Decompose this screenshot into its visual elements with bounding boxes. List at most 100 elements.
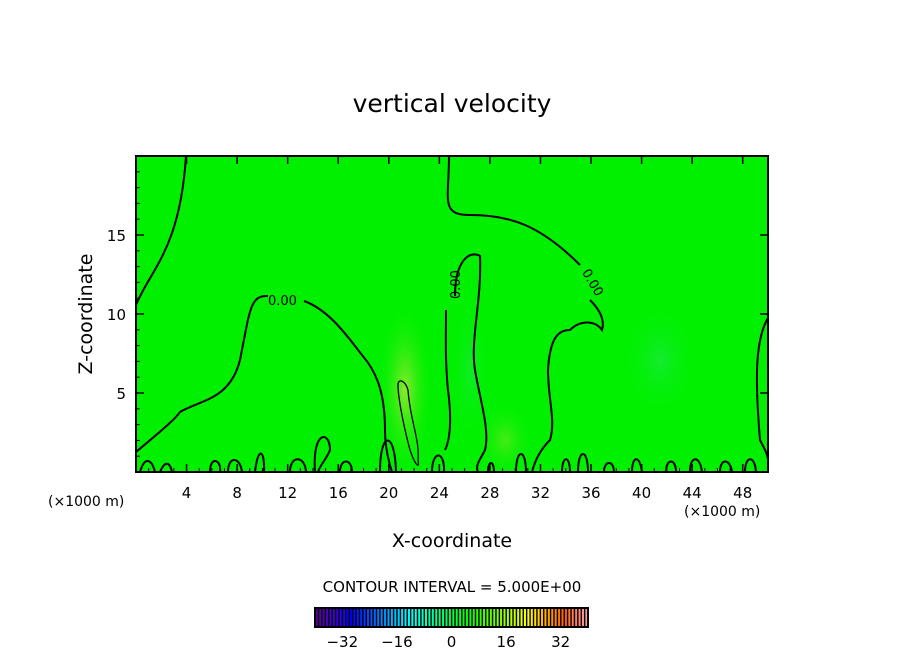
colorbar-stripe	[483, 609, 486, 626]
x-tick-label: 12	[278, 484, 297, 502]
colorbar-stripe	[442, 609, 445, 626]
contour-label: 0.00	[268, 294, 297, 309]
colorbar-stripe	[329, 609, 332, 626]
colorbar-stripe	[404, 609, 407, 626]
colorbar-stripe	[534, 609, 537, 626]
colorbar-stripe	[349, 609, 352, 626]
colorbar-tick-label: 32	[551, 633, 570, 651]
x-axis: 4 8 12 16 20 24 28 32 36 40 44 48	[148, 156, 756, 502]
x-tick-label: 36	[581, 484, 600, 502]
colorbar-stripe	[431, 609, 434, 626]
contour-line	[446, 156, 604, 472]
plot-field: 0.00 0.00 0.00	[136, 156, 768, 472]
contour-line	[136, 294, 393, 472]
colorbar-stripe	[315, 609, 318, 626]
contour-line	[755, 317, 768, 461]
colorbar-stripe	[418, 609, 421, 626]
colorbar-stripe	[319, 609, 322, 626]
colorbar-stripe	[332, 609, 335, 626]
contour-line	[139, 436, 757, 472]
colorbar-stripe	[343, 609, 346, 626]
colorbar-stripe	[326, 609, 329, 626]
colorbar-stripe	[363, 609, 366, 626]
colorbar-stripe	[469, 609, 472, 626]
colorbar-stripe	[366, 609, 369, 626]
x-tick-label: 4	[182, 484, 192, 502]
colorbar-stripe	[530, 609, 533, 626]
colorbar-stripe	[435, 609, 438, 626]
colorbar-stripe	[394, 609, 397, 626]
chart-title: vertical velocity	[353, 89, 552, 118]
y-tick-label: 10	[107, 306, 126, 324]
x-tick-label: 44	[683, 484, 702, 502]
colorbar-stripe	[472, 609, 475, 626]
colorbar-stripe	[513, 609, 516, 626]
colorbar-ticks: −32 −16 0 16 32	[326, 633, 570, 651]
colorbar-stripe	[575, 609, 578, 626]
colorbar-stripe	[452, 609, 455, 626]
colorbar-stripe	[578, 609, 581, 626]
colorbar-stripe	[438, 609, 441, 626]
negative-region	[620, 300, 700, 420]
x-tick-label: 16	[329, 484, 348, 502]
colorbar-stripe	[401, 609, 404, 626]
colorbar-stripe	[411, 609, 414, 626]
colorbar-stripe	[506, 609, 509, 626]
y-axis-label: Z-coordinate	[75, 254, 97, 375]
y-tick-label: 15	[107, 227, 126, 245]
contour-label: 0.00	[449, 270, 464, 299]
colorbar-stripe	[527, 609, 530, 626]
colorbar-stripe	[510, 609, 513, 626]
colorbar-stripe	[428, 609, 431, 626]
contour-lines	[136, 156, 768, 472]
colorbar-stripe	[339, 609, 342, 626]
colorbar-tick-label: 16	[497, 633, 516, 651]
colorbar-stripe	[346, 609, 349, 626]
colorbar-stripe	[486, 609, 489, 626]
colorbar-stripe	[554, 609, 557, 626]
colorbar-stripe	[336, 609, 339, 626]
contour-line	[136, 156, 187, 306]
positive-region	[377, 300, 433, 472]
colorbar-frame	[314, 607, 589, 628]
colorbar-stripe	[517, 609, 520, 626]
colorbar-stripe	[571, 609, 574, 626]
colorbar-stripe	[462, 609, 465, 626]
colorbar-stripe	[523, 609, 526, 626]
colorbar-stripe	[568, 609, 571, 626]
contour-line	[444, 253, 488, 472]
colorbar-tick-label: −16	[381, 633, 413, 651]
x-tick-label: 32	[531, 484, 550, 502]
colorbar-stripe	[500, 609, 503, 626]
colorbar-stripe	[448, 609, 451, 626]
colorbar-tick-label: −32	[326, 633, 358, 651]
colorbar-stripe	[541, 609, 544, 626]
colorbar-stripe	[503, 609, 506, 626]
colorbar-stripe	[476, 609, 479, 626]
colorbar-stripe	[380, 609, 383, 626]
y-axis: 5 10 15	[107, 171, 768, 457]
colorbar-stripe	[407, 609, 410, 626]
colorbar-stripe	[421, 609, 424, 626]
colorbar-stripe	[551, 609, 554, 626]
colorbar-stripe	[360, 609, 363, 626]
colorbar-stripe	[547, 609, 550, 626]
colorbar-stripe	[390, 609, 393, 626]
colorbar-stripe	[322, 609, 325, 626]
x-tick-label: 40	[632, 484, 651, 502]
colorbar-stripe	[397, 609, 400, 626]
colorbar-stripe	[455, 609, 458, 626]
colorbar-stripe	[479, 609, 482, 626]
contour-interval-label: CONTOUR INTERVAL = 5.000E+00	[323, 578, 582, 596]
colorbar-stripe	[353, 609, 356, 626]
colorbar-background	[315, 608, 588, 627]
colorbar	[314, 607, 589, 628]
colorbar-stripe	[581, 609, 584, 626]
colorbar-stripe	[558, 609, 561, 626]
colorbar-stripe	[387, 609, 390, 626]
x-tick-label: 48	[733, 484, 752, 502]
x-axis-label: X-coordinate	[392, 530, 512, 552]
colorbar-stripe	[373, 609, 376, 626]
colorbar-stripe	[496, 609, 499, 626]
colorbar-stripe	[414, 609, 417, 626]
